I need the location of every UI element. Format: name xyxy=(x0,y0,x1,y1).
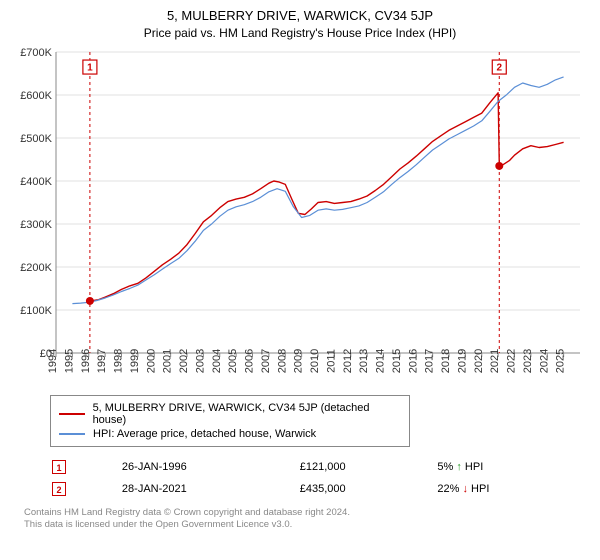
svg-text:2013: 2013 xyxy=(358,349,370,373)
svg-text:2018: 2018 xyxy=(440,349,452,373)
svg-text:2009: 2009 xyxy=(293,349,305,373)
svg-text:£100K: £100K xyxy=(20,305,52,317)
marker-date: 28-JAN-2021 xyxy=(122,479,298,499)
svg-text:2014: 2014 xyxy=(375,349,387,373)
marker-pct: 5% ↑ HPI xyxy=(437,457,586,477)
chart-plot-area: £0£100K£200K£300K£400K£500K£600K£700K199… xyxy=(12,46,588,391)
svg-text:2006: 2006 xyxy=(244,349,256,373)
legend-label: 5, MULBERRY DRIVE, WARWICK, CV34 5JP (de… xyxy=(93,402,401,426)
chart-title: 5, MULBERRY DRIVE, WARWICK, CV34 5JP xyxy=(12,8,588,23)
svg-text:1997: 1997 xyxy=(96,349,108,373)
marker-date: 26-JAN-1996 xyxy=(122,457,298,477)
legend-swatch xyxy=(59,413,85,415)
svg-text:1: 1 xyxy=(87,63,93,74)
marker-pct: 22% ↓ HPI xyxy=(437,479,586,499)
footer-attribution: Contains HM Land Registry data © Crown c… xyxy=(24,507,588,532)
svg-text:2007: 2007 xyxy=(260,349,272,373)
svg-text:2020: 2020 xyxy=(473,349,485,373)
footer-line: Contains HM Land Registry data © Crown c… xyxy=(24,507,588,519)
svg-text:2000: 2000 xyxy=(145,349,157,373)
legend: 5, MULBERRY DRIVE, WARWICK, CV34 5JP (de… xyxy=(50,395,410,447)
svg-text:2019: 2019 xyxy=(456,349,468,373)
svg-text:£600K: £600K xyxy=(20,90,52,102)
svg-text:2008: 2008 xyxy=(276,349,288,373)
svg-text:2012: 2012 xyxy=(342,349,354,373)
footer-line: This data is licensed under the Open Gov… xyxy=(24,519,588,531)
legend-item: HPI: Average price, detached house, Warw… xyxy=(59,428,401,440)
svg-text:1999: 1999 xyxy=(129,349,141,373)
legend-item: 5, MULBERRY DRIVE, WARWICK, CV34 5JP (de… xyxy=(59,402,401,426)
markers-table: 1 26-JAN-1996£121,0005% ↑ HPI 2 28-JAN-2021… xyxy=(50,455,588,501)
svg-text:£500K: £500K xyxy=(20,133,52,145)
svg-text:2010: 2010 xyxy=(309,349,321,373)
svg-text:2017: 2017 xyxy=(424,349,436,373)
svg-text:2002: 2002 xyxy=(178,349,190,373)
svg-text:1994: 1994 xyxy=(47,349,59,373)
svg-text:1995: 1995 xyxy=(63,349,75,373)
marker-price: £121,000 xyxy=(300,457,436,477)
svg-text:1998: 1998 xyxy=(113,349,125,373)
svg-text:2025: 2025 xyxy=(555,349,567,373)
svg-text:£700K: £700K xyxy=(20,47,52,59)
marker-row: 2 28-JAN-2021£435,00022% ↓ HPI xyxy=(52,479,586,499)
svg-text:2015: 2015 xyxy=(391,349,403,373)
svg-text:£300K: £300K xyxy=(20,219,52,231)
line-chart-svg: £0£100K£200K£300K£400K£500K£600K£700K199… xyxy=(12,46,588,391)
svg-text:£400K: £400K xyxy=(20,176,52,188)
svg-text:2003: 2003 xyxy=(194,349,206,373)
marker-price: £435,000 xyxy=(300,479,436,499)
svg-text:2023: 2023 xyxy=(522,349,534,373)
svg-text:2001: 2001 xyxy=(162,349,174,373)
svg-text:2024: 2024 xyxy=(538,349,550,373)
svg-text:2011: 2011 xyxy=(325,349,337,373)
svg-text:2016: 2016 xyxy=(407,349,419,373)
svg-text:2004: 2004 xyxy=(211,349,223,373)
marker-number-box: 1 xyxy=(52,460,66,474)
svg-text:2022: 2022 xyxy=(506,349,518,373)
svg-text:2005: 2005 xyxy=(227,349,239,373)
svg-text:£200K: £200K xyxy=(20,262,52,274)
legend-label: HPI: Average price, detached house, Warw… xyxy=(93,428,316,440)
legend-swatch xyxy=(59,433,85,435)
chart-subtitle: Price paid vs. HM Land Registry's House … xyxy=(12,26,588,40)
marker-number-box: 2 xyxy=(52,482,66,496)
chart-container: 5, MULBERRY DRIVE, WARWICK, CV34 5JP Pri… xyxy=(0,0,600,560)
marker-row: 1 26-JAN-1996£121,0005% ↑ HPI xyxy=(52,457,586,477)
svg-text:2: 2 xyxy=(496,63,502,74)
